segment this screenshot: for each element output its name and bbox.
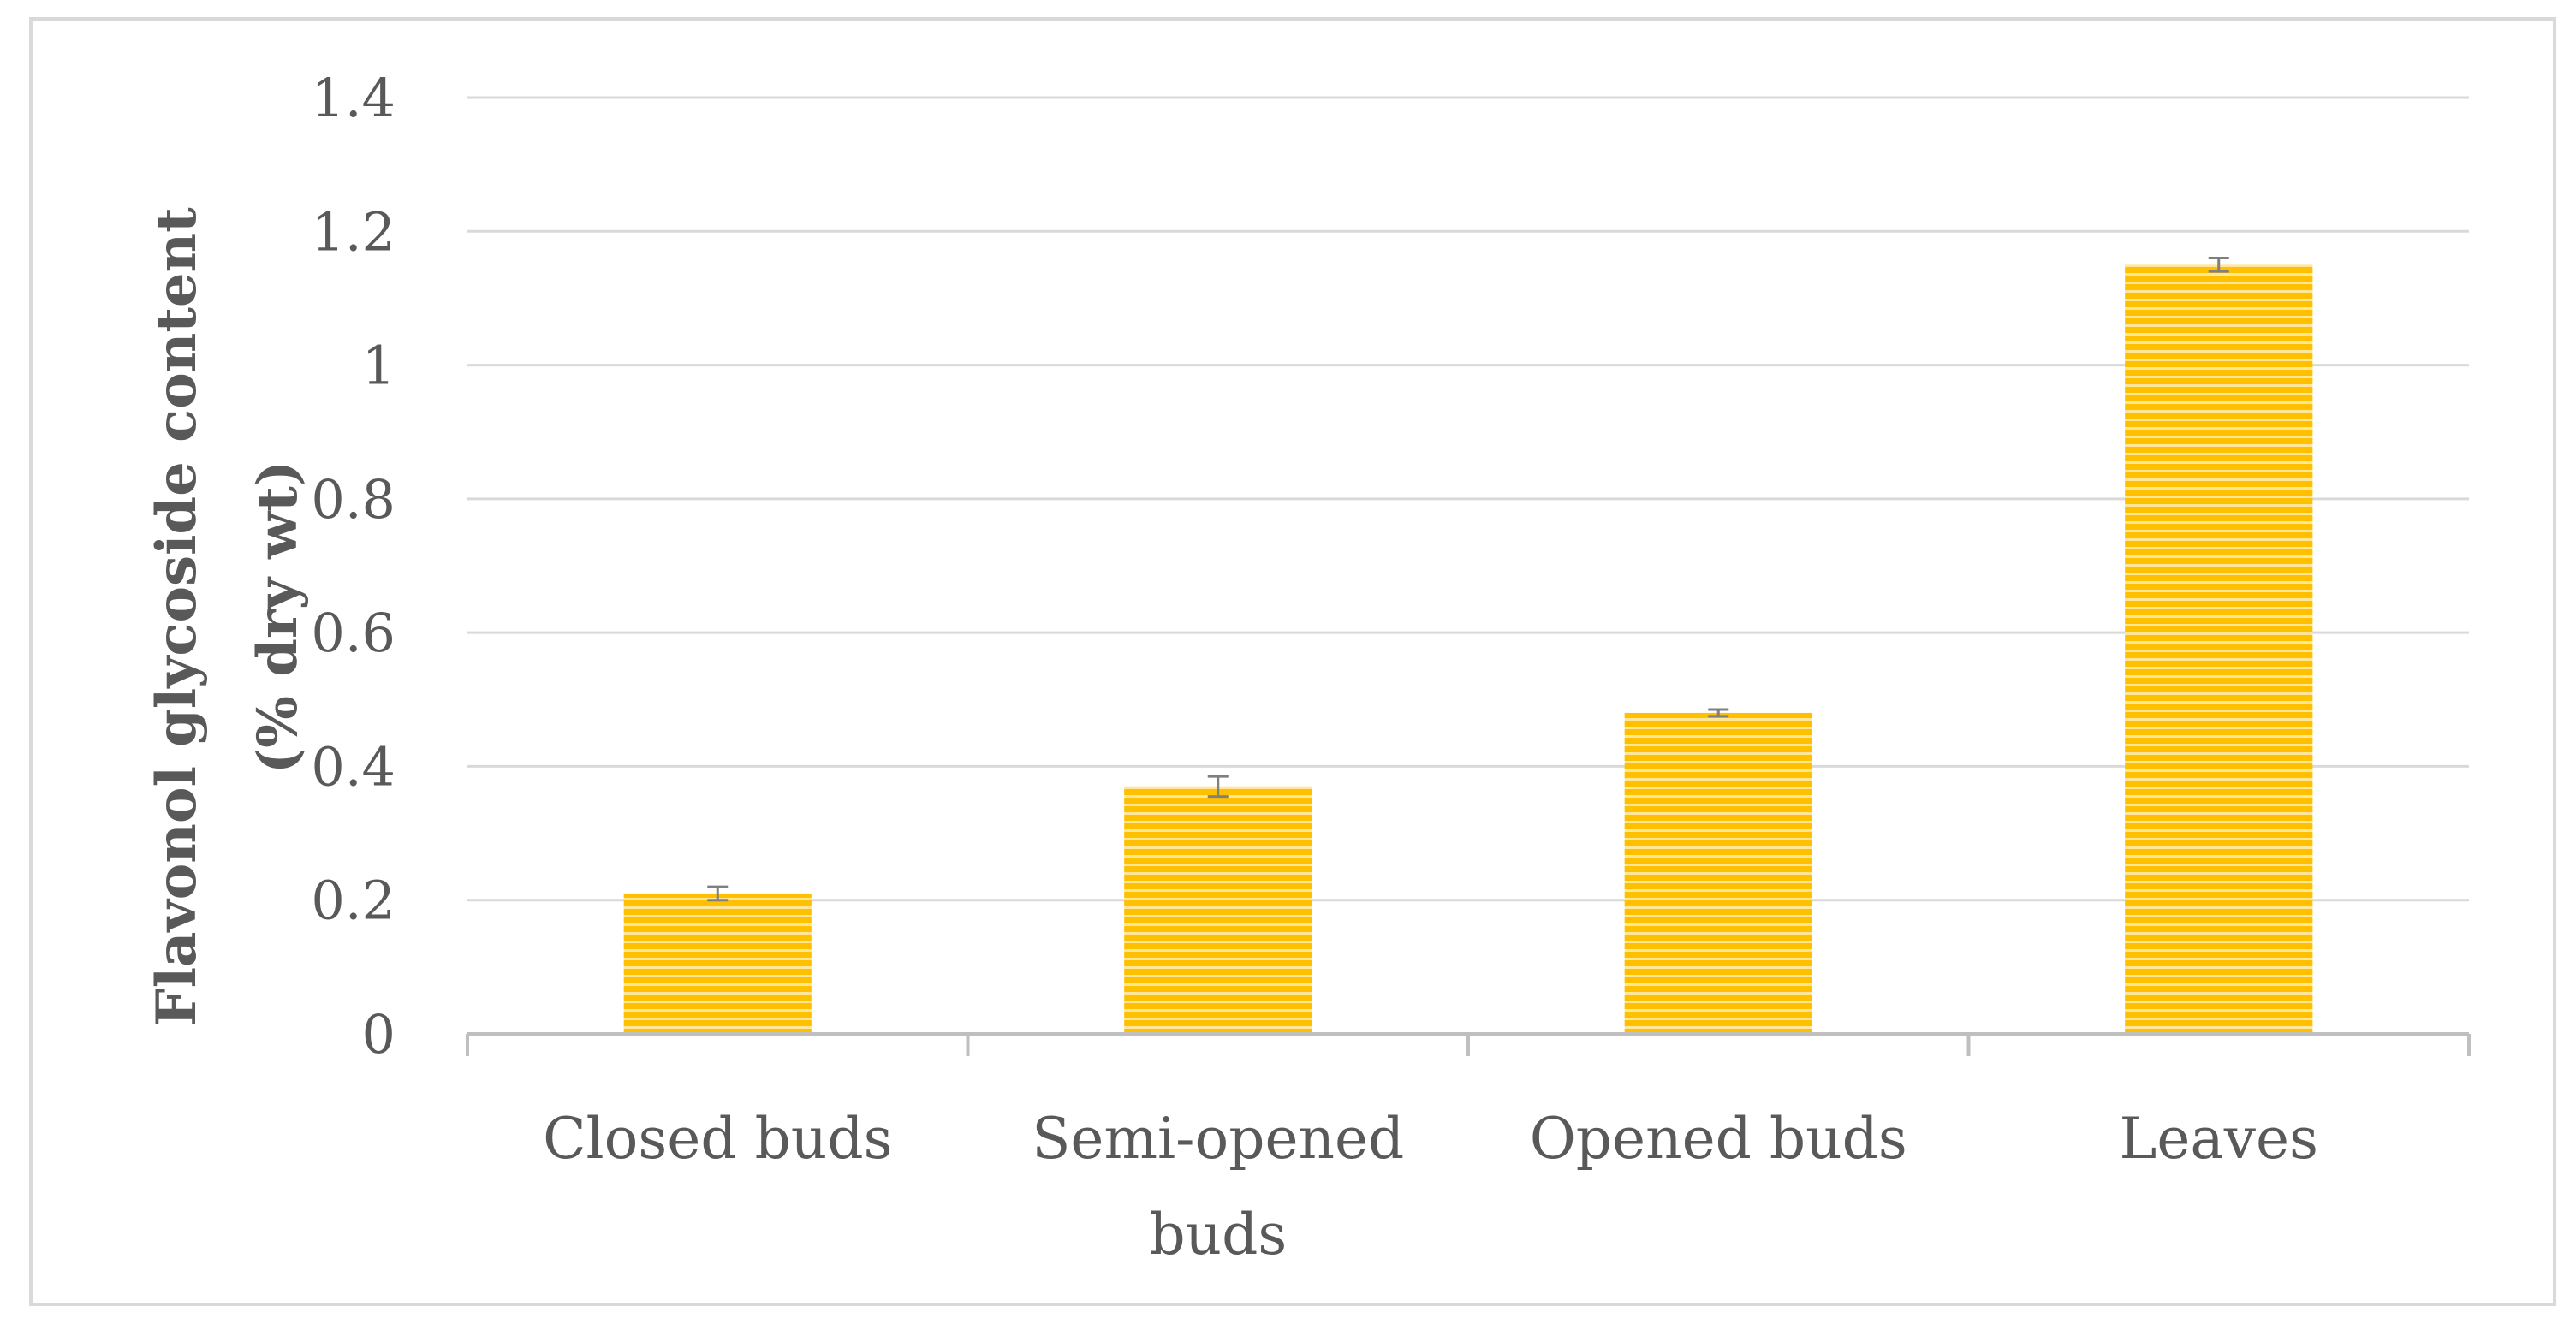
chart-frame: 0 0.2 0.4 0.6 0.8 1 1.2 1.4 Closed buds Semi-ope…	[29, 17, 2556, 1306]
y-tick-label: 1	[362, 335, 396, 397]
error-bar	[1207, 775, 1229, 799]
bar	[1124, 786, 1312, 1034]
gridlines	[467, 96, 2469, 902]
y-tick-label: 0.6	[311, 602, 396, 664]
bar-chart: 0 0.2 0.4 0.6 0.8 1 1.2 1.4 Closed buds Semi-ope…	[145, 67, 2471, 1268]
x-axis	[466, 1032, 2471, 1056]
error-bar	[2208, 257, 2229, 273]
x-tick-label: Closed buds	[543, 1106, 892, 1172]
bar	[623, 893, 812, 1034]
y-tick-label: 0.4	[311, 735, 396, 798]
error-bar	[1708, 708, 1729, 718]
x-tick-labels: Closed buds Semi-opened buds Opened buds Lea…	[543, 1106, 2318, 1268]
x-tick-label: Semi-opened buds	[1032, 1106, 1404, 1268]
bars	[623, 264, 2313, 1034]
y-tick-label: 0.2	[311, 870, 396, 932]
bar	[1624, 712, 1812, 1034]
error-bar	[707, 885, 729, 902]
bar	[2125, 264, 2313, 1034]
x-tick-label: Leaves	[2120, 1106, 2318, 1172]
y-tick-label: 0.8	[311, 468, 396, 531]
y-tick-label: 0	[362, 1003, 396, 1066]
y-tick-labels: 0 0.2 0.4 0.6 0.8 1 1.2 1.4	[311, 67, 396, 1066]
y-axis-title: Flavonol glycoside content (% dry wt)	[145, 207, 310, 1027]
y-axis-label: Flavonol glycoside content (% dry wt)	[145, 207, 310, 1027]
error-bars	[707, 257, 2229, 902]
y-tick-label: 1.2	[311, 200, 396, 263]
y-tick-label: 1.4	[311, 67, 396, 129]
x-tick-label: Opened buds	[1530, 1106, 1907, 1172]
